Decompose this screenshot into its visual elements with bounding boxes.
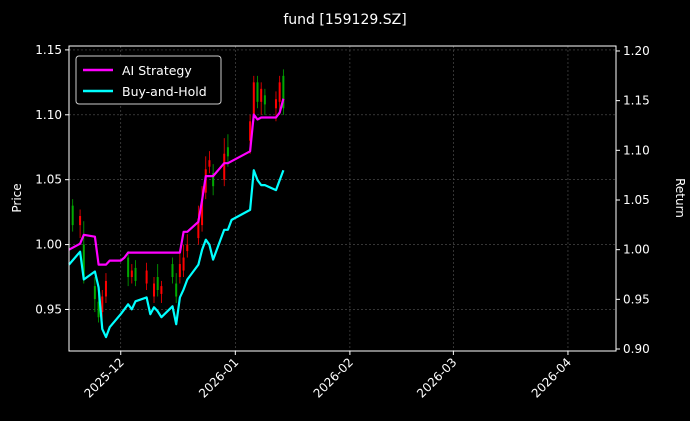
chart-title: fund [159129.SZ]: [283, 12, 406, 28]
candle-body: [97, 301, 100, 318]
candle-body: [212, 173, 215, 187]
candle-body: [160, 286, 163, 294]
left-tick-label: 0.95: [35, 302, 62, 316]
candle-body: [134, 267, 137, 281]
right-tick-label: 1.15: [623, 94, 650, 108]
left-axis-label: Price: [10, 183, 24, 212]
candle-body: [175, 283, 178, 297]
candle-body: [197, 218, 200, 239]
line-buy-and-hold: [68, 169, 285, 339]
left-tick-label: 1.05: [35, 173, 62, 187]
plot-frame: [68, 45, 617, 352]
left-axis: 0.95 1.00 1.05 1.10 1.15: [35, 43, 69, 316]
candle-body: [182, 257, 185, 271]
candle-body: [93, 286, 96, 300]
legend: AI Strategy Buy-and-Hold: [75, 55, 222, 105]
legend-label-ai-strategy: AI Strategy: [122, 63, 192, 78]
right-axis: 0.90 0.95 1.00 1.05 1.10 1.15 1.20: [616, 44, 650, 356]
right-axis-label: Return: [673, 178, 687, 218]
left-tick-label: 1.10: [35, 108, 62, 122]
left-tick-label: 1.15: [35, 43, 62, 57]
candle-body: [252, 82, 255, 115]
candle-body: [82, 244, 85, 278]
right-tick-label: 1.05: [623, 193, 650, 207]
legend-label-buy-and-hold: Buy-and-Hold: [122, 84, 207, 99]
grid: [69, 46, 616, 351]
right-tick-label: 0.90: [623, 342, 650, 356]
candle-body: [79, 216, 82, 226]
candle-body: [130, 270, 133, 278]
candle-body: [101, 296, 104, 313]
candle-body: [260, 88, 263, 102]
candle-body: [263, 95, 266, 105]
candle-body: [249, 121, 252, 141]
line-ai-strategy: [68, 98, 285, 266]
candle-body: [104, 280, 107, 297]
candle-body: [201, 199, 204, 226]
series-lines: [68, 98, 285, 339]
candle-body: [71, 205, 74, 226]
right-tick-label: 1.00: [623, 243, 650, 257]
candle-body: [226, 147, 229, 157]
candle-body: [186, 244, 189, 252]
right-tick-label: 0.95: [623, 292, 650, 306]
candle-body: [278, 82, 281, 102]
candle-body: [274, 99, 277, 109]
candle-body: [282, 75, 285, 109]
right-tick-label: 1.10: [623, 143, 650, 157]
candle-body: [223, 153, 226, 180]
candle-body: [171, 264, 174, 278]
candle-body: [127, 257, 130, 278]
candle-body: [208, 160, 211, 167]
candle-body: [153, 283, 156, 297]
right-tick-label: 1.20: [623, 44, 650, 58]
candle-body: [145, 270, 148, 284]
candle-body: [156, 277, 159, 290]
candle-body: [256, 82, 259, 102]
left-tick-label: 1.00: [35, 238, 62, 252]
candle-body: [178, 264, 181, 278]
